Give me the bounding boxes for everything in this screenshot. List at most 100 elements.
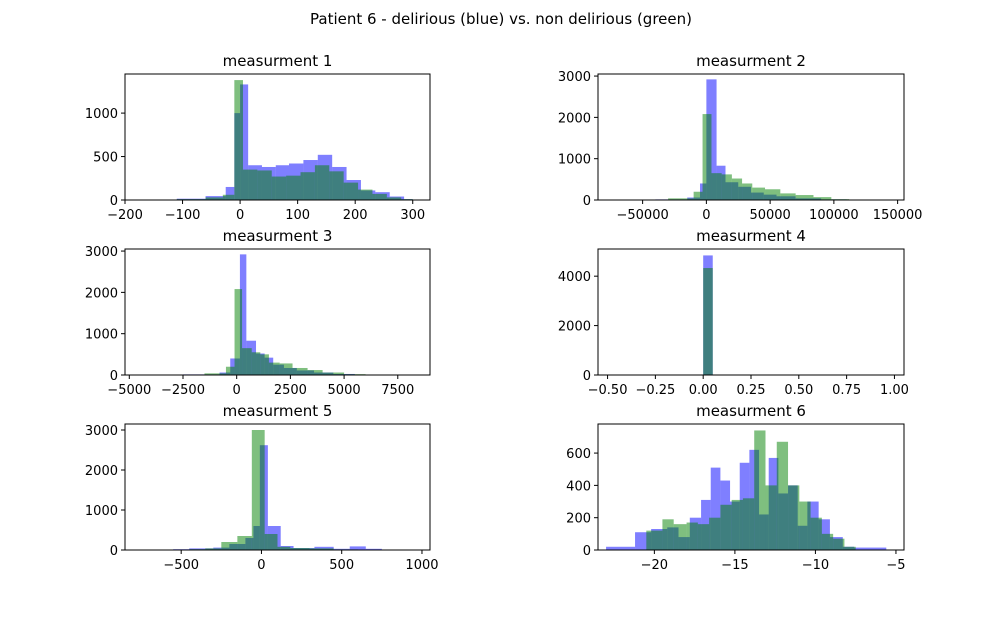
histogram-bar bbox=[854, 547, 887, 550]
histogram-bar bbox=[731, 499, 743, 550]
series-green bbox=[189, 430, 358, 550]
histogram-bar bbox=[225, 186, 235, 200]
axes-frame bbox=[597, 73, 905, 201]
series-green bbox=[668, 114, 850, 200]
histogram-bar bbox=[810, 517, 822, 550]
histogram-bar bbox=[776, 441, 789, 550]
x-tick-label: −2500 bbox=[161, 383, 205, 398]
histogram-bar bbox=[277, 546, 291, 550]
y-tick-label: 3000 bbox=[558, 70, 591, 85]
y-tick-label: 400 bbox=[566, 479, 591, 494]
histogram-bar bbox=[720, 504, 732, 550]
histogram-bar bbox=[799, 501, 811, 550]
x-tick-label: 50000 bbox=[749, 208, 790, 223]
x-tick-label: 0 bbox=[702, 208, 710, 223]
histogram-bar bbox=[365, 548, 382, 550]
histogram-bar bbox=[709, 517, 721, 550]
histogram-bar bbox=[697, 524, 710, 550]
y-tick-label: 0 bbox=[110, 194, 118, 209]
histogram-bar bbox=[693, 191, 703, 200]
x-tick-label: −200 bbox=[107, 208, 143, 223]
y-tick-label: 0 bbox=[583, 194, 591, 209]
histogram-bar bbox=[290, 548, 310, 550]
histogram-bar bbox=[788, 485, 800, 550]
subplot-title: measurment 2 bbox=[696, 52, 806, 70]
histogram-bar bbox=[673, 524, 687, 550]
x-tick-label: 100 bbox=[285, 208, 310, 223]
histogram-bar bbox=[386, 197, 402, 200]
axes-frame bbox=[597, 423, 905, 551]
x-tick-label: −5000 bbox=[107, 383, 151, 398]
histogram-bar bbox=[260, 354, 269, 375]
series-green bbox=[646, 430, 856, 550]
histogram-bar bbox=[358, 189, 373, 200]
histogram-bar bbox=[279, 363, 293, 375]
subplot-title: measurment 3 bbox=[223, 227, 333, 245]
x-tick-label: 0 bbox=[233, 383, 241, 398]
x-tick-label: 200 bbox=[343, 208, 368, 223]
histogram-bar bbox=[742, 498, 755, 550]
x-tick-label: 0.75 bbox=[832, 383, 861, 398]
histogram-bar bbox=[765, 189, 781, 200]
axes-frame bbox=[124, 423, 431, 551]
histogram-bar bbox=[329, 171, 344, 200]
y-tick-label: 1000 bbox=[85, 328, 118, 343]
y-tick-label: 3000 bbox=[85, 424, 118, 439]
histogram-bar bbox=[251, 352, 261, 375]
x-tick-label: −100 bbox=[165, 208, 201, 223]
x-tick-label: −0.50 bbox=[588, 383, 628, 398]
subplot-3: −5000 −2500 0 2500 5000 7500 0 1000 2000 3000 meas… bbox=[85, 227, 431, 398]
histogram-bar bbox=[795, 195, 814, 200]
x-tick-label: 300 bbox=[400, 208, 425, 223]
histogram-bar bbox=[314, 165, 330, 200]
x-tick-label: 1000 bbox=[405, 558, 438, 573]
histogram-bar bbox=[668, 198, 694, 200]
x-tick-label: −0.25 bbox=[635, 383, 675, 398]
histogram-bar bbox=[703, 268, 713, 375]
histogram-bar bbox=[264, 534, 278, 550]
histogram-bar bbox=[844, 546, 856, 550]
histogram-bar bbox=[833, 538, 845, 550]
x-tick-label: −500 bbox=[163, 558, 199, 573]
x-tick-label: 5000 bbox=[328, 383, 361, 398]
x-tick-label: 1.00 bbox=[880, 383, 909, 398]
series-green bbox=[703, 268, 713, 375]
y-tick-label: 0 bbox=[110, 544, 118, 559]
histogram-bar bbox=[686, 522, 698, 550]
y-tick-label: 0 bbox=[110, 369, 118, 384]
y-tick-label: 0 bbox=[583, 544, 591, 559]
subplot-4: −0.50 −0.25 0.00 0.25 0.50 0.75 1.00 0 2000 4000 m… bbox=[558, 227, 909, 398]
x-tick-label: −5 bbox=[886, 558, 905, 573]
histogram-bar bbox=[239, 254, 247, 375]
x-tick-label: −50000 bbox=[617, 208, 669, 223]
subplot-title: measurment 5 bbox=[223, 402, 333, 420]
y-tick-label: 2000 bbox=[558, 111, 591, 126]
y-tick-label: 2000 bbox=[85, 286, 118, 301]
x-tick-label: 0 bbox=[257, 558, 265, 573]
histogram-bar bbox=[710, 467, 721, 550]
subplot-title: measurment 6 bbox=[696, 402, 806, 420]
y-tick-label: 3000 bbox=[85, 245, 118, 260]
histogram-bar bbox=[271, 176, 287, 200]
histogram-bar bbox=[286, 175, 301, 200]
histogram-bar bbox=[754, 430, 766, 550]
histogram-bar bbox=[343, 182, 359, 200]
histogram-bar bbox=[702, 114, 712, 200]
x-tick-label: −15 bbox=[721, 558, 748, 573]
y-tick-label: 600 bbox=[566, 447, 591, 462]
histogram-bar bbox=[251, 430, 265, 550]
y-tick-label: 1000 bbox=[558, 153, 591, 168]
x-tick-label: 0.50 bbox=[784, 383, 813, 398]
histogram-bar bbox=[752, 187, 766, 200]
subplot-title: measurment 1 bbox=[223, 52, 333, 70]
histogram-bar bbox=[221, 542, 238, 550]
histogram-bar bbox=[780, 193, 796, 200]
histogram-bar bbox=[731, 178, 743, 200]
histogram-bar bbox=[372, 193, 387, 200]
subplot-1: −200 −100 0 100 200 300 0 500 1000 measurment 1 bbox=[85, 52, 431, 223]
histogram-bar bbox=[300, 172, 315, 200]
histogram-bar bbox=[222, 194, 235, 200]
subplot-5: −500 0 500 1000 0 1000 2000 3000 measurment 5 bbox=[85, 402, 439, 573]
